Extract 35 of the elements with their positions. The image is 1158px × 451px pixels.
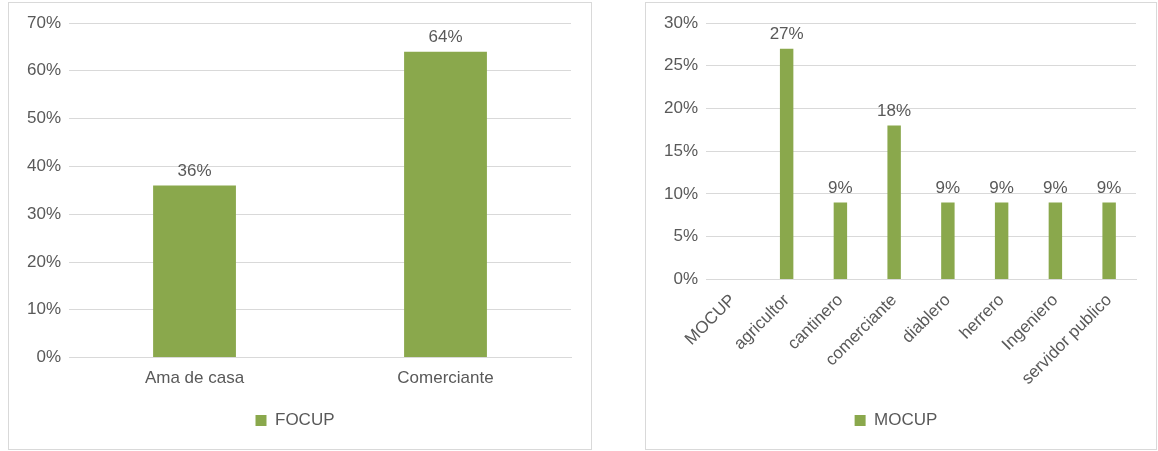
data-label: 18% (877, 100, 912, 120)
bar (1102, 202, 1116, 279)
x-tick-label: Ama de casa (144, 368, 245, 388)
bar (941, 202, 955, 279)
bar (833, 202, 848, 279)
y-tick-label: 30% (26, 203, 62, 223)
y-tick-label: 10% (26, 299, 62, 319)
y-tick-label: 70% (26, 12, 62, 32)
data-label: 9% (1043, 177, 1068, 197)
bar (1048, 202, 1063, 279)
bar (779, 48, 794, 279)
y-tick-label: 5% (673, 226, 699, 246)
legend-label: MOCUP (874, 410, 938, 430)
y-tick-label: 25% (663, 55, 699, 75)
data-label: 36% (177, 160, 212, 180)
data-label: 9% (828, 177, 853, 197)
legend-label: FOCUP (275, 410, 335, 430)
y-tick-label: 0% (36, 347, 62, 367)
y-tick-label: 60% (26, 60, 62, 80)
y-tick-label: 15% (663, 140, 699, 160)
data-label: 9% (1096, 177, 1122, 197)
bar (994, 202, 1009, 279)
data-label: 9% (935, 177, 961, 197)
bar (887, 125, 901, 279)
data-label: 27% (769, 23, 804, 43)
data-label: 9% (989, 177, 1014, 197)
y-tick-label: 30% (663, 12, 699, 32)
y-tick-label: 20% (663, 98, 699, 118)
y-tick-label: 50% (26, 108, 62, 128)
y-tick-label: 0% (673, 269, 699, 289)
y-tick-label: 20% (26, 251, 62, 271)
x-tick-label: Comerciante (397, 368, 494, 388)
data-label: 64% (428, 26, 463, 46)
y-tick-label: 40% (26, 156, 62, 176)
y-tick-label: 10% (663, 183, 699, 203)
